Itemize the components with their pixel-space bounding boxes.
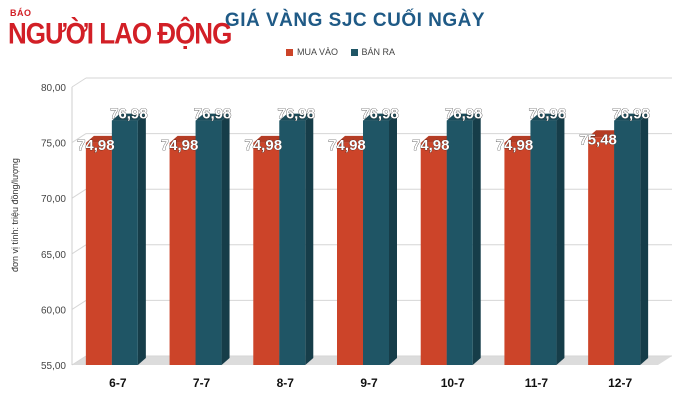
bar-top (588, 130, 623, 138)
bar-sell (195, 120, 222, 365)
data-label-sell: 76,98 (110, 106, 148, 123)
gridline-depth (71, 77, 87, 88)
bar-top (530, 113, 565, 121)
bar-top (420, 135, 455, 143)
bar-sell (446, 120, 473, 365)
brand-name: NGƯỜI LAO ĐỘNG (8, 16, 232, 51)
bar-side (556, 113, 565, 365)
bar-top (253, 135, 288, 143)
y-tick-label: 60,00 (41, 305, 66, 316)
bar-side (472, 113, 481, 365)
data-label-sell: 76,98 (361, 106, 399, 123)
bar-side (221, 113, 230, 365)
bar-top (279, 113, 314, 121)
bar-top (111, 113, 146, 121)
bar-side (389, 113, 397, 365)
data-label-buy: 74,98 (245, 137, 283, 154)
legend-label-sell: BÁN RA (361, 47, 396, 57)
data-label-sell: 76,98 (529, 106, 567, 123)
data-label-sell: 76,98 (278, 106, 316, 123)
gridline-depth (71, 299, 87, 310)
gridline-depth (71, 244, 87, 255)
bar-top (363, 113, 397, 121)
legend-item-sell: BÁN RA (350, 47, 396, 57)
gridline-depth (71, 188, 87, 199)
chart-title: GIÁ VÀNG SJC CUỐI NGÀY (224, 10, 486, 31)
data-label-sell: 76,98 (612, 106, 650, 123)
bar-top (195, 113, 230, 121)
brand-prefix: BÁO (10, 8, 32, 18)
bar-top (337, 135, 371, 143)
y-tick-label: 70,00 (41, 194, 66, 205)
data-label-buy: 74,98 (161, 137, 199, 154)
data-label-buy: 74,98 (328, 137, 366, 154)
bar-side (137, 113, 146, 365)
y-tick-label: 80,00 (41, 83, 66, 94)
bar-buy (420, 142, 447, 365)
gridline-depth (71, 355, 87, 366)
brand-logo: BÁO NGƯỜI LAO ĐỘNG (8, 8, 232, 51)
data-label-sell: 76,98 (445, 106, 483, 123)
legend-swatch-buy (286, 48, 293, 56)
bar-buy (588, 137, 615, 365)
y-tick-label: 75,00 (41, 139, 66, 150)
x-tick-label: 11-7 (525, 376, 549, 390)
bar-top (169, 135, 204, 143)
bar-top (614, 113, 649, 121)
legend-label-buy: MUA VÀO (297, 47, 339, 57)
data-label-buy: 74,98 (412, 137, 450, 154)
bar-side (640, 113, 649, 365)
bar-sell (279, 120, 306, 365)
x-tick-label: 12-7 (608, 376, 632, 390)
chart-legend: MUA VÀO BÁN RA (286, 47, 405, 58)
data-label-buy: 74,98 (77, 137, 115, 154)
x-tick-label: 10-7 (441, 376, 465, 390)
bar-buy (253, 142, 280, 365)
gridline-depth (71, 133, 87, 144)
bar-buy (504, 142, 531, 365)
data-label-sell: 76,98 (194, 106, 232, 123)
bar-side (305, 113, 314, 365)
bar-buy (169, 142, 196, 365)
legend-swatch-sell (350, 48, 358, 56)
bar-top (504, 135, 539, 143)
bar-buy (337, 142, 363, 365)
bar-sell (111, 120, 138, 365)
x-tick-label: 6-7 (109, 376, 127, 390)
bar-top (85, 135, 120, 143)
x-tick-label: 8-7 (277, 376, 295, 390)
bar-sell (363, 120, 389, 365)
data-label-buy: 75,48 (579, 131, 617, 148)
y-tick-label: 55,00 (41, 361, 66, 372)
x-tick-label: 7-7 (193, 376, 211, 390)
bar-sell (614, 120, 641, 365)
x-tick-label: 9-7 (360, 376, 378, 390)
legend-item-buy: MUA VÀO (286, 47, 338, 57)
bar-buy (85, 142, 112, 365)
y-tick-label: 65,00 (41, 250, 66, 261)
bar-sell (530, 120, 557, 365)
data-label-buy: 74,98 (496, 137, 534, 154)
bar-top (446, 113, 481, 121)
